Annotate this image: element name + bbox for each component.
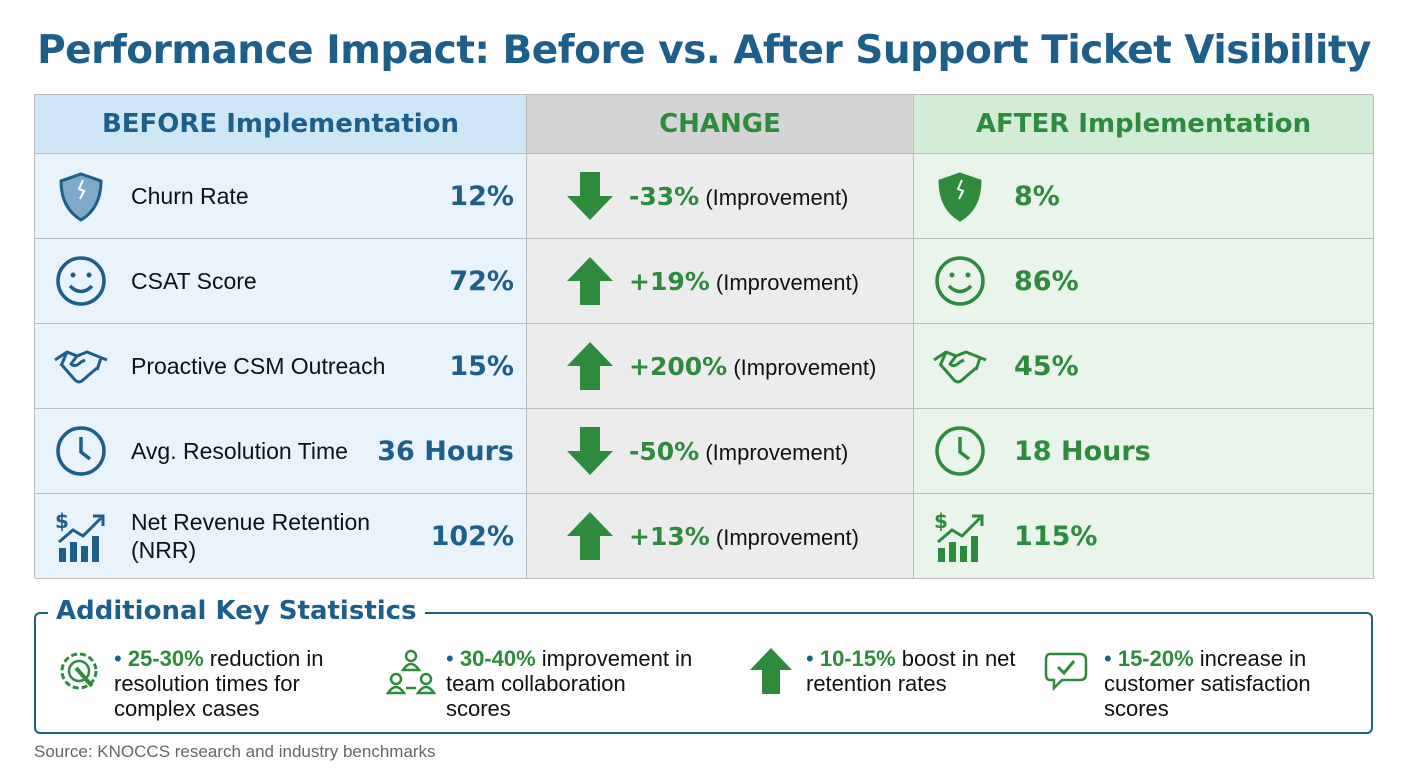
after-cell: 86% [914,239,1374,324]
arrow-up-icon [567,257,613,305]
shield-icon [938,172,982,222]
stat-highlight: 10-15% [819,646,896,671]
after-value: 8% [1014,180,1060,212]
stat-text: boost in net retention rates [806,646,1016,696]
metric-label: Proactive CSM Outreach [131,353,386,379]
after-value: 86% [1014,265,1079,297]
header-before: BEFORE Implementation [35,95,527,154]
change-cell: +13% (Improvement) [527,494,914,579]
source-note: Source: KNOCCS research and industry ben… [34,742,436,761]
stat-text: improvement in team collaboration scores [446,646,693,721]
handshake-icon [54,350,108,384]
after-cell: 18 Hours [914,409,1374,494]
after-cell: $115% [914,494,1374,579]
before-value: 12% [449,180,514,212]
smiley-icon [56,256,106,306]
header-after: AFTER Implementation [914,95,1374,154]
key-statistics-panel: Additional Key Statistics • 25-30% reduc… [34,596,1373,734]
change-value: -33% [629,181,700,211]
change-note: (Improvement) [715,524,859,550]
clock-icon [935,426,985,476]
change-value: +200% [629,351,728,381]
arrow-up-icon [567,342,613,390]
smiley-icon [935,256,985,306]
change-value: +13% [629,521,710,551]
change-cell: +19% (Improvement) [527,239,914,324]
chat-check-icon [1044,652,1088,692]
comparison-table: BEFORE Implementation CHANGE AFTER Imple… [34,94,1374,579]
after-value: 18 Hours [1014,435,1151,467]
change-cell: -33% (Improvement) [527,154,914,239]
key-stat-item: • 30-40% improvement in team collaborati… [386,646,696,721]
metric-label: Churn Rate [131,183,249,209]
before-value: 36 Hours [377,435,514,467]
clock-icon [56,426,106,476]
metric-label: Avg. Resolution Time [131,438,348,464]
after-cell: 8% [914,154,1374,239]
before-cell: Churn Rate 12% [35,154,527,239]
before-value: 102% [430,520,514,552]
stat-highlight: 30-40% [459,646,536,671]
after-cell: 45% [914,324,1374,409]
stat-highlight: 25-30% [127,646,204,671]
stat-text: increase in customer satisfaction scores [1104,646,1311,721]
before-cell: Proactive CSM Outreach 15% [35,324,527,409]
after-value: 45% [1014,350,1079,382]
revenue-chart-icon: $ [55,509,105,562]
after-value: 115% [1014,520,1098,552]
change-note: (Improvement) [705,184,849,210]
key-stat-item: • 25-30% reduction in resolution times f… [54,646,344,721]
before-value: 15% [449,350,514,382]
change-value: +19% [629,266,710,296]
arrow-down-icon [567,172,613,220]
change-note: (Improvement) [715,269,859,295]
handshake-icon [933,350,987,384]
header-change: CHANGE [527,95,914,154]
metric-label: Net Revenue Retention (NRR) [131,509,371,563]
arrow-up-icon [567,512,613,560]
key-stat-item: • 15-20% increase in customer satisfacti… [1044,646,1364,721]
arrow-up-icon [750,648,792,694]
shield-icon [59,172,103,222]
change-value: -50% [629,436,700,466]
page-title: Performance Impact: Before vs. After Sup… [37,28,1371,73]
change-cell: +200% (Improvement) [527,324,914,409]
change-cell: -50% (Improvement) [527,409,914,494]
revenue-chart-icon: $ [934,509,984,562]
change-note: (Improvement) [705,439,849,465]
arrow-down-icon [567,427,613,475]
before-cell: $ Net Revenue Retention (NRR) 102% [35,494,527,579]
before-cell: CSAT Score 72% [35,239,527,324]
change-note: (Improvement) [733,354,877,380]
metric-label: CSAT Score [131,268,257,294]
svg-text:$: $ [934,509,948,533]
gear-wrench-icon [60,652,98,690]
key-stat-item: • 10-15% boost in net retention rates [746,646,1026,696]
before-cell: Avg. Resolution Time 36 Hours [35,409,527,494]
svg-text:$: $ [55,509,69,533]
stat-highlight: 15-20% [1117,646,1194,671]
before-value: 72% [449,265,514,297]
key-statistics-title: Additional Key Statistics [48,596,425,626]
stat-text: reduction in resolution times for comple… [114,646,324,721]
team-icon [386,649,436,695]
